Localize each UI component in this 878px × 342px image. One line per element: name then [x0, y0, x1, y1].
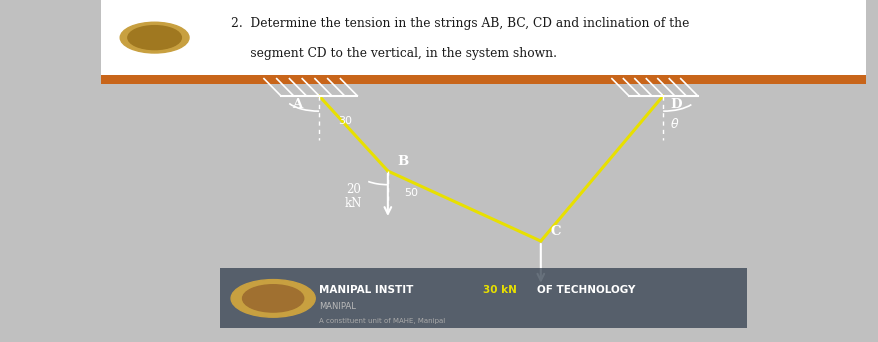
Text: kN: kN [344, 197, 362, 210]
Text: 2.  Determine the tension in the strings AB, BC, CD and inclination of the: 2. Determine the tension in the strings … [231, 17, 688, 30]
Text: 30: 30 [338, 116, 352, 127]
Text: MANIPAL: MANIPAL [319, 302, 356, 312]
Text: A: A [291, 98, 302, 111]
Text: B: B [398, 155, 408, 168]
Bar [220, 268, 746, 328]
Circle shape [127, 26, 181, 50]
Bar [101, 75, 865, 84]
Circle shape [231, 280, 315, 317]
Text: D: D [670, 98, 681, 111]
Text: 30 kN: 30 kN [483, 285, 517, 295]
Text: θ: θ [670, 118, 678, 131]
Text: 20: 20 [346, 183, 361, 196]
Text: A constituent unit of MAHE, Manipal: A constituent unit of MAHE, Manipal [319, 318, 445, 324]
Text: 50: 50 [404, 188, 418, 198]
Circle shape [242, 285, 304, 312]
Circle shape [120, 22, 189, 53]
Text: OF TECHNOLOGY: OF TECHNOLOGY [536, 285, 635, 295]
Text: segment CD to the vertical, in the system shown.: segment CD to the vertical, in the syste… [231, 47, 557, 60]
Text: C: C [551, 225, 561, 238]
Bar [101, 0, 865, 75]
Text: MANIPAL INSTIT: MANIPAL INSTIT [319, 285, 413, 295]
